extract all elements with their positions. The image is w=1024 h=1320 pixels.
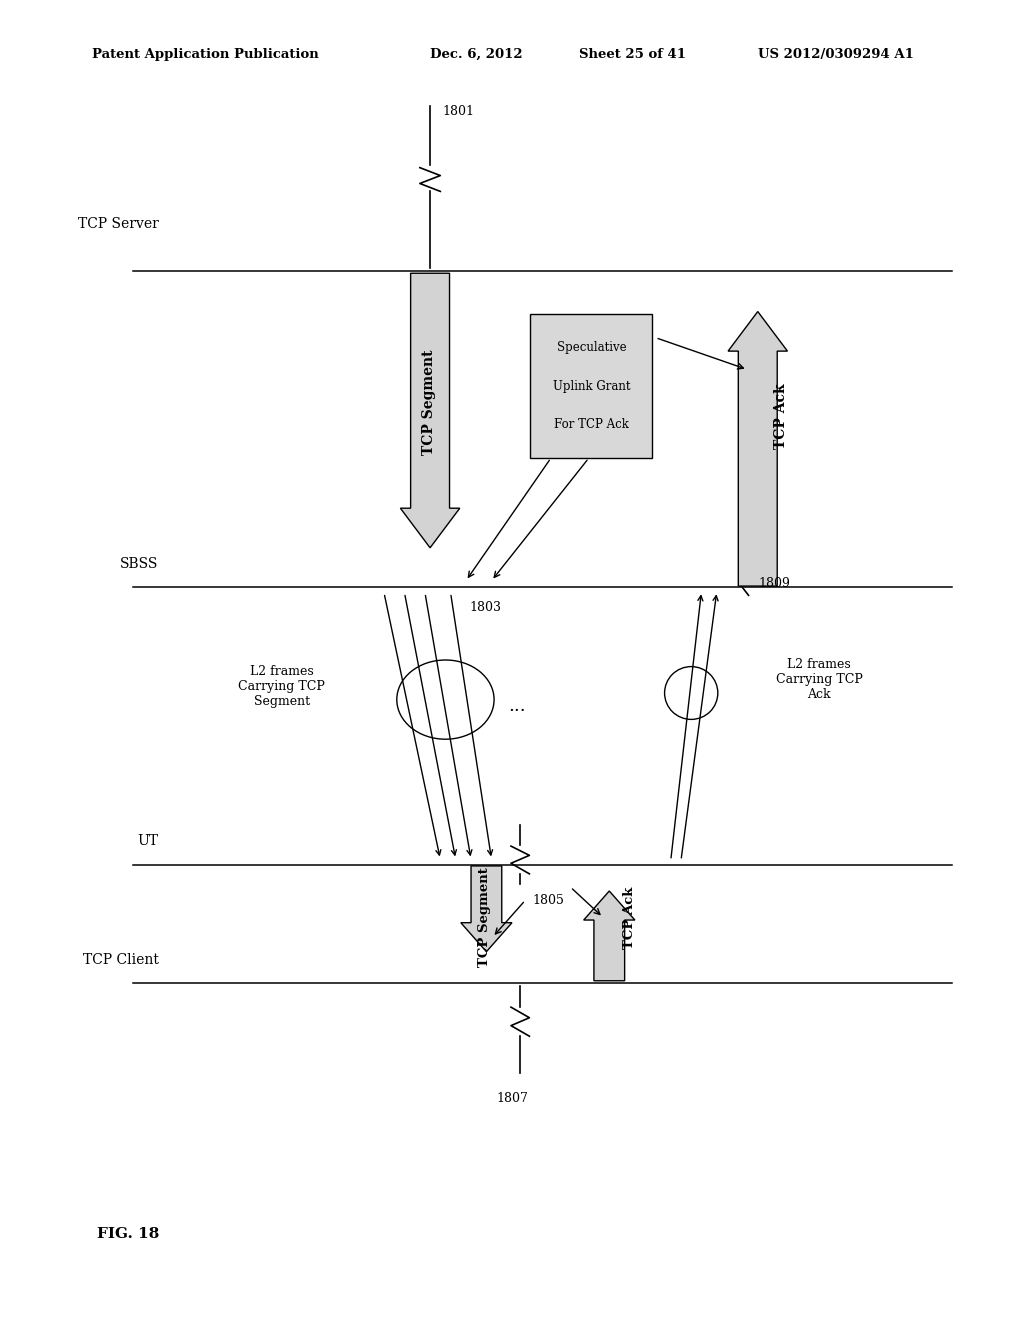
Text: ...: ... [508, 697, 526, 715]
Text: TCP Segment: TCP Segment [478, 867, 490, 968]
Text: Speculative: Speculative [557, 341, 626, 354]
Text: UT: UT [137, 834, 159, 847]
Text: US 2012/0309294 A1: US 2012/0309294 A1 [758, 48, 913, 61]
Text: 1803: 1803 [469, 601, 501, 614]
Text: Sheet 25 of 41: Sheet 25 of 41 [579, 48, 685, 61]
Text: TCP Ack: TCP Ack [774, 383, 788, 449]
Text: Dec. 6, 2012: Dec. 6, 2012 [430, 48, 522, 61]
Text: TCP Segment: TCP Segment [422, 350, 436, 455]
FancyArrow shape [584, 891, 635, 981]
Text: L2 frames
Carrying TCP
Ack: L2 frames Carrying TCP Ack [776, 659, 862, 701]
Text: TCP Ack: TCP Ack [624, 886, 636, 949]
Text: SBSS: SBSS [121, 557, 159, 570]
Text: 1801: 1801 [442, 104, 474, 117]
FancyBboxPatch shape [530, 314, 652, 458]
Text: TCP Client: TCP Client [83, 953, 159, 966]
FancyArrow shape [400, 273, 460, 548]
Text: 1805: 1805 [532, 894, 564, 907]
Text: Patent Application Publication: Patent Application Publication [92, 48, 318, 61]
Text: 1809: 1809 [759, 577, 791, 590]
FancyArrow shape [461, 866, 512, 952]
Text: For TCP Ack: For TCP Ack [554, 418, 629, 432]
Text: Uplink Grant: Uplink Grant [553, 380, 630, 392]
FancyArrow shape [728, 312, 787, 586]
Text: FIG. 18: FIG. 18 [97, 1228, 160, 1241]
Text: 1807: 1807 [496, 1092, 528, 1105]
Text: L2 frames
Carrying TCP
Segment: L2 frames Carrying TCP Segment [239, 665, 325, 708]
Text: TCP Server: TCP Server [78, 218, 159, 231]
